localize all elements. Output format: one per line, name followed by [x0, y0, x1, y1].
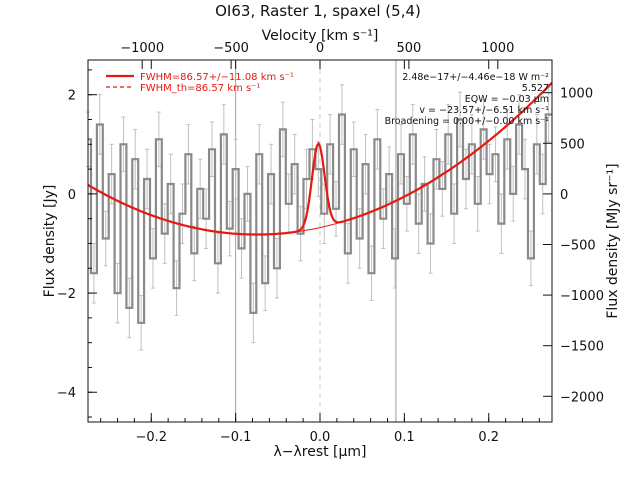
annotation-text: 2.48e−17+/−4.46e−18 W m⁻²: [402, 72, 549, 83]
x-tick-label: 0.2: [478, 430, 499, 445]
data-histogram: [88, 113, 552, 324]
y-tick-label: 0: [68, 188, 76, 203]
x-axis-label: λ−λrest [μm]: [273, 444, 366, 460]
annotation-text: Broadening = 0.00+/−0.00 km s⁻¹: [385, 116, 550, 127]
x-tick-label: 0.0: [310, 430, 331, 445]
top-tick-label: 500: [396, 41, 421, 56]
right-tick-label: −1000: [560, 289, 604, 304]
top-tick-label: −1000: [120, 41, 164, 56]
x-tick-label: 0.1: [394, 430, 415, 445]
y-tick-label: −2: [57, 287, 76, 302]
right-tick-label: 500: [560, 137, 585, 152]
legend-label: FWHM=86.57+/−11.08 km s⁻¹: [140, 72, 294, 83]
right-axis-label: Flux density [MJy sr⁻¹]: [605, 163, 621, 318]
annotation-text: EQW = −0.03 μm: [465, 94, 549, 105]
right-tick-label: 1000: [560, 87, 593, 102]
right-tick-label: −500: [560, 238, 596, 253]
top-tick-label: −500: [213, 41, 249, 56]
y-tick-label: 2: [68, 89, 76, 104]
legend-label: FWHM_th=86.57 km s⁻¹: [140, 83, 260, 94]
x-tick-label: −0.1: [220, 430, 252, 445]
top-tick-label: 1000: [481, 41, 514, 56]
chart-title: OI63, Raster 1, spaxel (5,4): [215, 2, 421, 20]
theoretical-line-profile: [292, 142, 344, 233]
y-axis-label: Flux density [Jy]: [42, 185, 58, 298]
top-axis-label: Velocity [km s⁻¹]: [262, 28, 379, 44]
right-tick-label: −1500: [560, 340, 604, 355]
right-tick-label: 0: [560, 188, 568, 203]
x-tick-label: −0.2: [135, 430, 167, 445]
y-tick-label: −4: [57, 386, 76, 401]
annotation-text: 5.527: [522, 83, 549, 94]
annotation-text: v = −23.57+/−6.51 km s⁻¹: [419, 105, 549, 116]
right-tick-label: −2000: [560, 390, 604, 405]
top-tick-label: 0: [316, 41, 324, 56]
